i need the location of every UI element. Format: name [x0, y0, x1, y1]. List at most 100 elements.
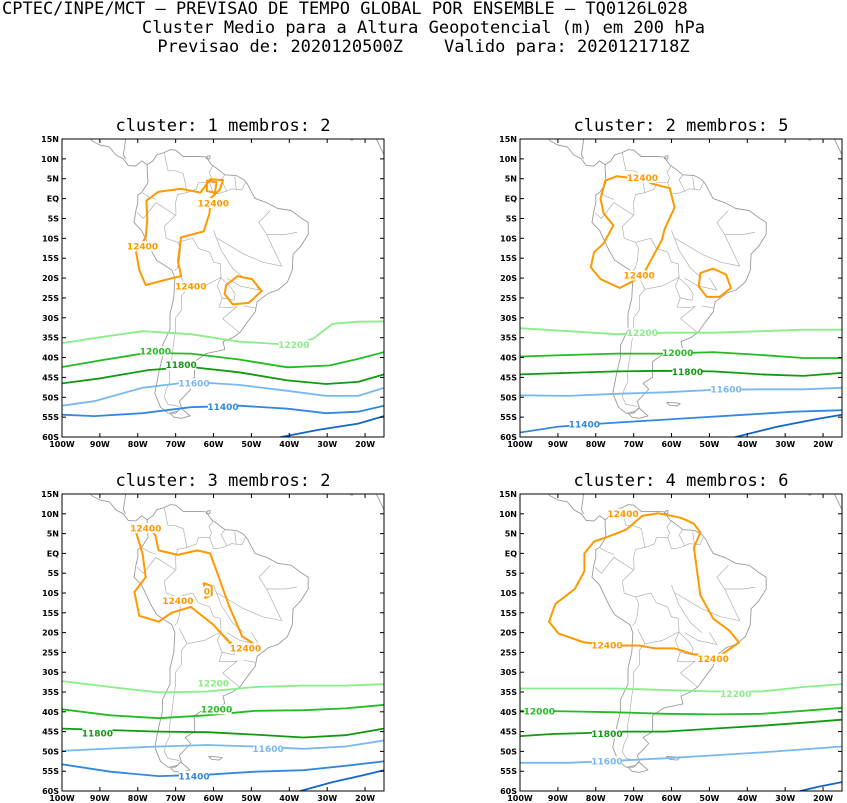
lat-label: 20S	[500, 629, 517, 638]
lat-label: 5S	[48, 569, 60, 578]
lon-label: 20W	[813, 440, 833, 449]
lat-label: 35S	[42, 688, 59, 697]
contour-11800	[62, 727, 384, 739]
contour-label-11400-bg	[179, 771, 210, 782]
island	[807, 489, 809, 491]
contour-12200	[520, 327, 842, 336]
lat-label: 25S	[42, 648, 59, 657]
africa-coastline	[375, 139, 384, 156]
contour-label-12200-bg	[720, 688, 751, 699]
lon-label: 50W	[699, 440, 719, 449]
contour-label-12400-bg	[624, 270, 655, 281]
lat-label: 45S	[500, 373, 517, 382]
lat-label: 40S	[42, 354, 59, 363]
contour-label-12400: 12400	[623, 272, 654, 282]
lon-label: 40W	[737, 440, 757, 449]
contour-11200	[280, 415, 384, 437]
central-america-coastline	[90, 139, 148, 167]
country-border	[678, 529, 686, 547]
lon-label: 40W	[737, 794, 757, 803]
country-border	[724, 586, 755, 590]
contour-label-12400: 12400	[127, 242, 158, 252]
country-border	[163, 152, 188, 216]
country-border	[594, 202, 634, 220]
contour-label-12000-bg	[662, 347, 693, 358]
contour-label-12400: 12400	[591, 642, 622, 652]
contour-label-12000: 12000	[140, 347, 171, 357]
contour-label-11800-bg	[82, 728, 113, 739]
contour-label-11600: 11600	[710, 386, 741, 396]
coastline-group	[90, 134, 384, 419]
country-border	[234, 531, 237, 545]
country-border	[243, 305, 256, 309]
contour-label-11600: 11600	[591, 758, 622, 768]
contour-11600	[520, 745, 842, 764]
country-border	[217, 565, 283, 622]
country-border	[218, 297, 240, 333]
lat-label: 15N	[499, 135, 517, 144]
panel-title: cluster: 1 membros: 2	[116, 116, 331, 136]
lat-label: 40S	[500, 354, 517, 363]
axis-labels: 15N 10N 5N EQ 5S 10S 15S 20S 25S 30S 35S 40S 45S 50S 5…	[41, 135, 375, 449]
island	[807, 134, 809, 136]
contour-12200	[520, 683, 842, 693]
map-panel-4: 12400 12400 12400 12200 12000 11800 11600 15N 10…	[499, 471, 843, 803]
country-border	[675, 210, 741, 267]
country-border	[666, 520, 672, 538]
lat-label: 5N	[505, 530, 517, 539]
lat-label: 15N	[499, 490, 517, 499]
contour-label-12200-bg	[278, 339, 309, 350]
lat-label: 5S	[506, 214, 518, 223]
country-border	[142, 192, 157, 200]
country-border	[142, 547, 157, 555]
panel-title: cluster: 4 membros: 6	[574, 471, 789, 491]
contour-11400	[62, 760, 384, 777]
contour-group	[62, 525, 384, 791]
country-border	[621, 569, 639, 626]
borders-group	[594, 507, 755, 761]
contour-12200	[62, 680, 384, 694]
lat-label: 20S	[42, 629, 59, 638]
contour-label-12400: 12400	[607, 510, 638, 520]
contour-label-11600: 11600	[178, 380, 209, 390]
country-border	[600, 547, 615, 555]
central-america-coastline	[548, 494, 606, 522]
lon-label: 70W	[166, 440, 186, 449]
contour-labels: 12400 12400 12200 12000 11800 11600 11400	[569, 172, 742, 431]
lat-label: 15S	[42, 254, 59, 263]
contour-label-12000: 12000	[524, 708, 555, 718]
lat-label: 60S	[42, 433, 59, 442]
lon-label: 20W	[813, 794, 833, 803]
contour-label-11800-bg	[166, 359, 197, 370]
falkland-islands	[208, 756, 223, 761]
contour-label-12200: 12200	[720, 690, 751, 700]
lat-label: 55S	[500, 413, 517, 422]
lon-label: 30W	[317, 440, 337, 449]
contour-11800	[520, 718, 842, 737]
contour-label-11400-bg	[208, 401, 238, 412]
central-america-coastline	[90, 494, 148, 522]
contour-labels: 12400 12400 12400 0 12200 12000 11800 11600 1140…	[82, 523, 284, 782]
lon-label: 80W	[586, 440, 606, 449]
lon-label: 50W	[241, 794, 261, 803]
tierra-del-fuego	[169, 761, 191, 773]
lat-label: 40S	[500, 708, 517, 717]
lon-label: 100W	[507, 794, 533, 803]
contour-11600	[62, 739, 384, 752]
lon-label: 40W	[279, 440, 299, 449]
lat-label: 55S	[42, 767, 59, 776]
country-border	[226, 632, 260, 646]
lat-label: 50S	[42, 393, 59, 402]
country-border	[594, 556, 634, 574]
contour-label-11600-bg	[179, 378, 210, 389]
island	[349, 134, 351, 136]
contour-label-12200: 12200	[198, 680, 229, 690]
lon-label: 30W	[775, 794, 795, 803]
country-border	[213, 230, 245, 279]
lon-label: 60W	[662, 794, 682, 803]
country-border	[234, 176, 237, 190]
contour-label-12400-bg	[627, 172, 658, 183]
lon-label: 50W	[241, 440, 261, 449]
contour-label-12400: 12400	[627, 174, 658, 184]
